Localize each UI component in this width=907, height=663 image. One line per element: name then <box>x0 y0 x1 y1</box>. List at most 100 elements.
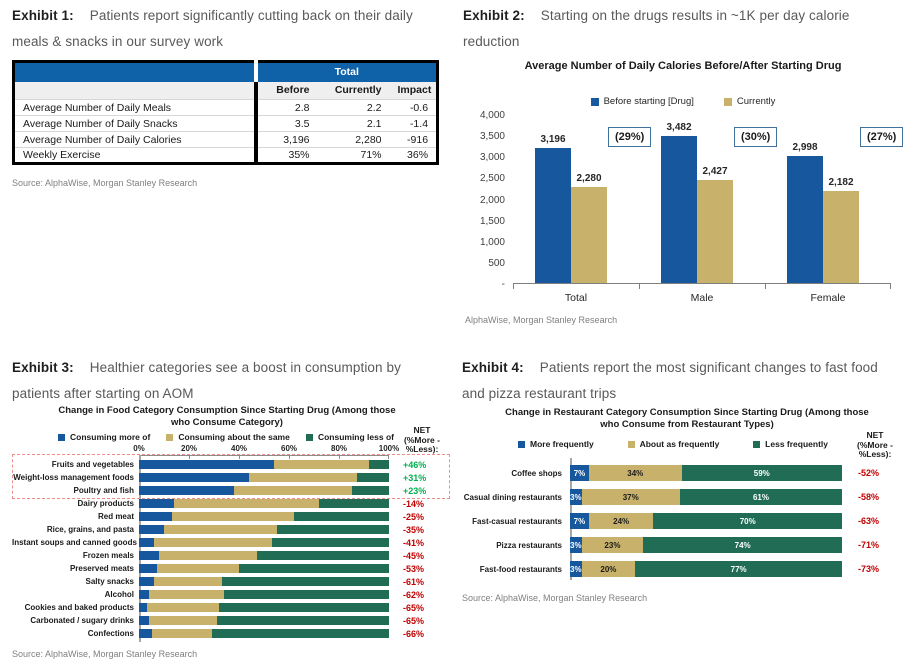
stacked-bar-track <box>139 524 389 535</box>
exhibit-3-net-header: NET (%More - %Less): <box>394 425 450 455</box>
food-category-row: Cookies and baked products -65% <box>12 601 450 614</box>
legend-label: Currently <box>736 96 776 107</box>
x-tick-label: 40% <box>230 444 248 453</box>
x-tick-label: 0% <box>133 444 145 453</box>
bar-segment-same <box>146 602 219 613</box>
stacked-bar-track <box>139 511 389 522</box>
bar-segment-less <box>211 628 389 639</box>
bar-segment-less <box>239 563 389 574</box>
exhibit-1-title: Exhibit 1: Patients report significantly … <box>12 3 444 55</box>
table-column-header: Before <box>253 81 318 100</box>
bar-segment-more <box>139 537 154 548</box>
stacked-bar-track: 3% 23% 74% <box>570 537 842 553</box>
exhibit-2-title: Exhibit 2: Starting on the drugs results … <box>463 3 903 55</box>
table-row: Average Number of Daily Meals 2.8 2.2 -0.6 <box>13 99 438 116</box>
legend-swatch-icon <box>753 440 761 448</box>
net-value: -61% <box>403 576 425 587</box>
net-header-line: %Less): <box>405 444 439 454</box>
exhibit-1-source: Source: AlphaWise, Morgan Stanley Resear… <box>12 178 198 188</box>
bar-segment-same <box>154 576 222 587</box>
x-axis-tick <box>639 284 640 289</box>
x-tick-label: 60% <box>280 444 298 453</box>
restaurant-category-label: Fast-food restaurants <box>479 564 562 574</box>
food-category-label: Carbonated / sugary drinks <box>30 616 134 625</box>
bar-segment-same <box>171 511 294 522</box>
bar-segment-same <box>156 563 239 574</box>
net-header-line: NET <box>866 430 884 440</box>
reduction-percent-box: (29%) <box>608 127 652 147</box>
y-tick-label: 500 <box>488 257 505 269</box>
table-cell-value: 3,196 <box>253 131 318 148</box>
table-cell-value: 2,280 <box>317 131 390 148</box>
bar-segment-less: 61% <box>679 489 842 505</box>
table-cell-value: 36% <box>389 147 438 164</box>
bar-segment-same <box>151 628 212 639</box>
food-category-row: Frozen meals -45% <box>12 549 450 562</box>
stacked-bar-track <box>139 563 389 574</box>
exhibit-4-net-header: NET (%More - %Less): <box>847 430 903 460</box>
bar-value-label: 2,427 <box>702 166 728 177</box>
table-cell-value: 35% <box>253 147 318 164</box>
exhibit-2-chart-title: Average Number of Daily Calories Before/… <box>524 60 842 72</box>
bar-value-label: 2,998 <box>792 142 818 153</box>
table-cell-value: -0.6 <box>389 99 438 116</box>
x-axis-tick <box>513 284 514 289</box>
bar-segment-more <box>139 576 154 587</box>
net-header-line: (%More - <box>404 434 440 445</box>
exhibit-3-heading: Healthier categories see a boost in cons… <box>12 360 401 401</box>
bar-currently <box>697 180 733 283</box>
y-tick-label: 3,500 <box>479 131 505 143</box>
exhibit-4-legend: More frequently About as frequently Less f… <box>518 439 828 449</box>
exhibit-2-label: Exhibit 2: <box>463 8 525 23</box>
bar-segment-same <box>249 472 357 483</box>
exhibit-2-plot-area: 3,196 2,280 (29%) Total 3,482 2,427 (30%) Male 2… <box>513 115 904 304</box>
stacked-bar-track <box>139 602 389 613</box>
bar-currently <box>571 187 607 283</box>
bar-before <box>535 148 571 283</box>
bar-segment-more: 7% <box>570 513 589 529</box>
legend-item: Less frequently <box>753 439 828 449</box>
exhibit-1-label: Exhibit 1: <box>12 8 74 23</box>
stacked-bar-track <box>139 485 389 496</box>
legend-swatch-icon <box>305 433 313 441</box>
bar-segment-more: 3% <box>570 561 582 577</box>
legend-label: Consuming less of <box>317 432 394 442</box>
exhibit-4-source: Source: AlphaWise, Morgan Stanley Resear… <box>462 593 648 603</box>
stacked-bar-track: 7% 34% 59% <box>570 465 843 481</box>
y-tick-label: 1,500 <box>479 215 505 227</box>
legend-swatch-icon <box>723 97 732 106</box>
exhibit-4-label: Exhibit 4: <box>462 360 524 375</box>
bar-segment-same <box>159 550 257 561</box>
exhibit-1-panel: Exhibit 1: Patients report significantly … <box>12 3 444 351</box>
food-category-row: Poultry and fish +23% <box>12 484 450 497</box>
bar-segment-more <box>139 602 147 613</box>
bar-segment-same <box>164 524 277 535</box>
restaurant-category-row: Fast-casual restaurants 7% 24% 70% -63% <box>462 509 903 533</box>
bar-before <box>661 136 697 283</box>
exhibit-4-panel: Exhibit 4: Patients report the most signi… <box>462 355 903 661</box>
net-value: -73% <box>858 564 880 574</box>
legend-label: About as frequently <box>639 439 720 449</box>
bar-segment-more: 3% <box>570 489 582 505</box>
legend-label: Less frequently <box>765 439 828 449</box>
bar-segment-more <box>139 589 149 600</box>
table-cell-value: 2.2 <box>317 99 390 116</box>
bar-segment-less <box>276 524 389 535</box>
stacked-bar-track <box>139 459 389 470</box>
food-category-row: Confections -66% <box>12 627 450 640</box>
table-row-label: Weekly Exercise <box>13 147 256 164</box>
bar-segment-less: 59% <box>681 465 843 481</box>
bar-segment-same: 23% <box>581 537 644 553</box>
category-label: Female <box>810 292 846 304</box>
table-cell-value: -1.4 <box>389 115 438 132</box>
stacked-bar-track <box>139 550 389 561</box>
bar-segment-less <box>216 615 389 626</box>
food-category-row: Alcohol -62% <box>12 588 450 601</box>
net-value: -52% <box>858 468 880 478</box>
food-category-row: Fruits and vegetables +46% <box>12 458 450 471</box>
bar-segment-less: 74% <box>643 537 842 553</box>
bar-segment-more <box>139 459 274 470</box>
exhibit-4-title: Exhibit 4: Patients report the most signi… <box>462 355 903 407</box>
food-category-label: Poultry and fish <box>73 486 134 495</box>
legend-swatch-icon <box>166 433 174 441</box>
